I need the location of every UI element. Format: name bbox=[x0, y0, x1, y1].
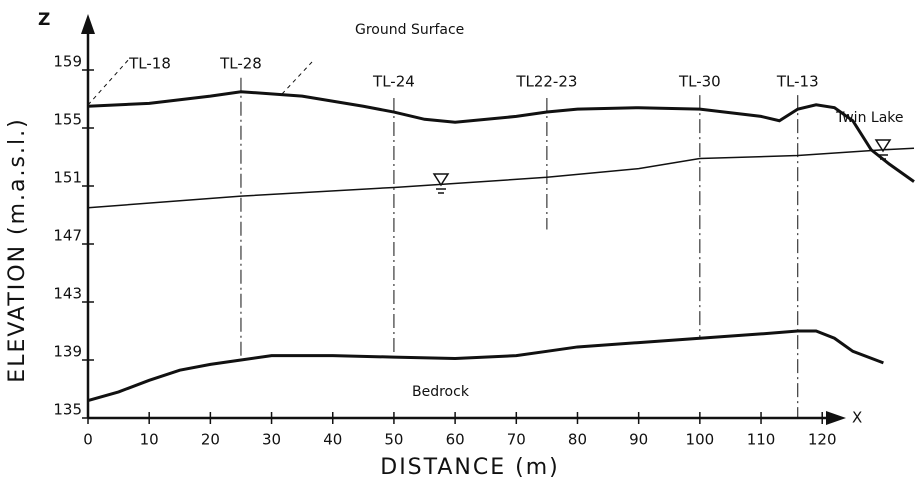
x-tick-label: 90 bbox=[629, 431, 648, 449]
x-tick-label: 50 bbox=[384, 431, 403, 449]
y-tick-label: 139 bbox=[53, 343, 82, 361]
leader bbox=[87, 57, 131, 106]
x-tick-label: 120 bbox=[808, 431, 837, 449]
y-arrow bbox=[81, 14, 95, 34]
y-tick-label: 147 bbox=[53, 227, 82, 245]
lake-label: Twin Lake bbox=[835, 110, 904, 126]
y-tick-label: 151 bbox=[53, 169, 82, 187]
x-tick-label: 110 bbox=[747, 431, 776, 449]
x-tick-label: 80 bbox=[568, 431, 587, 449]
y-tick-label: 143 bbox=[53, 285, 82, 303]
z-letter: Z bbox=[38, 10, 50, 30]
x-tick-label: 60 bbox=[446, 431, 465, 449]
series-line bbox=[87, 147, 915, 209]
series-line bbox=[87, 90, 915, 183]
x-letter: X bbox=[852, 409, 862, 427]
x-arrow bbox=[826, 411, 846, 425]
x-tick-label: 100 bbox=[686, 431, 715, 449]
x-tick-label: 0 bbox=[83, 431, 93, 449]
x-tick-label: 40 bbox=[323, 431, 342, 449]
borehole-label: TL-30 bbox=[678, 73, 721, 91]
x-tick-label: 30 bbox=[262, 431, 281, 449]
leader bbox=[281, 61, 313, 95]
water-symbol bbox=[432, 139, 892, 194]
x-tick-label: 70 bbox=[507, 431, 526, 449]
y-tick-label: 159 bbox=[53, 53, 82, 71]
y-axis-title: ELEVATION (m.a.s.l.) bbox=[5, 117, 30, 382]
borehole-label: TL22-23 bbox=[515, 73, 577, 91]
x-axis-title: DISTANCE (m) bbox=[380, 455, 559, 480]
x-tick-label: 10 bbox=[140, 431, 159, 449]
borehole-label: TL-13 bbox=[776, 73, 819, 91]
bedrock-label: Bedrock bbox=[412, 384, 470, 400]
borehole-label: TL-28 bbox=[219, 55, 262, 73]
borehole-label: TL-18 bbox=[128, 55, 171, 73]
y-tick-label: 135 bbox=[53, 401, 82, 419]
y-tick-label: 155 bbox=[53, 111, 82, 129]
series-line bbox=[87, 329, 884, 403]
borehole-label: TL-24 bbox=[372, 73, 415, 91]
x-tick-label: 20 bbox=[201, 431, 220, 449]
ground-label: Ground Surface bbox=[355, 22, 464, 38]
